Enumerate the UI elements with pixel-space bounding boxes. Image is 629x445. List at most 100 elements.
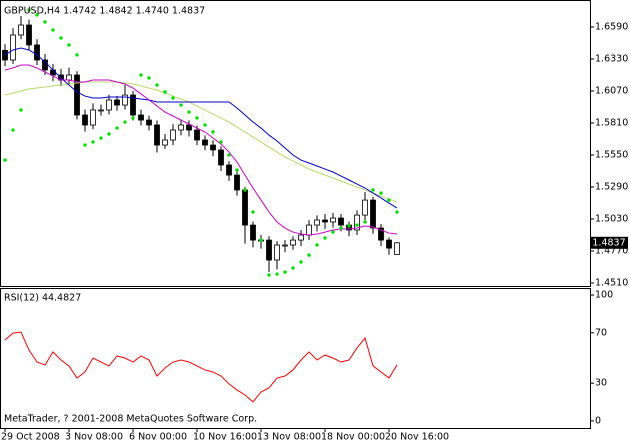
x-tick-label: 13 Nov 08:00 — [257, 432, 321, 443]
candle-body — [330, 217, 336, 223]
candle-body — [314, 219, 320, 226]
y-tick-label: 1.6070 — [595, 86, 628, 97]
y-tick-label: 70 — [595, 327, 607, 338]
sar-dot — [83, 143, 87, 147]
y-tick-label: 1.6590 — [595, 21, 628, 32]
candle-body — [386, 239, 392, 249]
sar-dot — [195, 116, 199, 120]
candle-body — [26, 24, 32, 46]
candle-body — [2, 49, 8, 61]
sar-dot — [259, 238, 263, 242]
candle-body — [210, 144, 216, 151]
candle-body — [370, 199, 376, 229]
indicator-line — [4, 47, 398, 209]
sar-dot — [203, 123, 207, 127]
sar-dot — [171, 96, 175, 100]
sar-dot — [163, 90, 167, 94]
rsi-panel-frame — [0, 288, 591, 429]
sar-dot — [147, 76, 151, 80]
sar-dot — [395, 210, 399, 214]
sar-dot — [75, 53, 79, 57]
candle-body — [378, 227, 384, 241]
y-tick-label: 1.4770 — [595, 246, 628, 257]
candle-body — [138, 114, 144, 121]
sar-dot — [51, 28, 55, 32]
sar-dot — [315, 243, 319, 247]
candle-body — [338, 217, 344, 226]
indicator-line — [4, 81, 398, 203]
sar-dot — [387, 198, 391, 202]
candle-body — [74, 74, 80, 116]
x-tick-label: 18 Nov 00:00 — [321, 432, 385, 443]
sar-dot — [275, 272, 279, 276]
candle-body — [298, 234, 304, 241]
candle-body — [18, 24, 24, 36]
sar-dot — [267, 273, 271, 277]
candle-body — [282, 244, 288, 247]
panel-title: RSI(12) 44.4827 — [4, 293, 81, 304]
candle-body — [106, 99, 112, 111]
main-panel-frame — [0, 0, 591, 287]
panel-title: GBPUSD,H4 1.4742 1.4842 1.4740 1.4837 — [4, 6, 205, 17]
y-tick-label: 1.4510 — [595, 278, 628, 289]
y-tick-label: 100 — [595, 290, 613, 301]
candle-body — [354, 214, 360, 231]
sar-dot — [211, 130, 215, 134]
y-tick-label: 30 — [595, 378, 607, 389]
sar-dot — [331, 230, 335, 234]
x-tick-label: 10 Nov 16:00 — [193, 432, 257, 443]
sar-dot — [91, 140, 95, 144]
y-tick-label: 1.5810 — [595, 118, 628, 129]
candle-body — [266, 239, 272, 261]
sar-dot — [123, 120, 127, 124]
candle-body — [162, 139, 168, 146]
candle-body — [194, 129, 200, 141]
sar-dot — [235, 168, 239, 172]
candle-body — [178, 124, 184, 131]
sar-dot — [67, 43, 71, 47]
sar-dot — [323, 236, 327, 240]
candle-body — [242, 189, 248, 226]
rsi-line — [4, 331, 398, 403]
sar-dot — [131, 116, 135, 120]
sar-dot — [19, 108, 23, 112]
x-tick-label: 20 Nov 16:00 — [385, 432, 449, 443]
candle-body — [226, 164, 232, 176]
sar-dot — [371, 188, 375, 192]
candle-body — [82, 114, 88, 126]
sar-dot — [115, 126, 119, 130]
candle-body — [10, 34, 16, 61]
sar-dot — [283, 270, 287, 274]
sar-dot — [307, 253, 311, 257]
sar-dot — [107, 132, 111, 136]
sar-dot — [379, 191, 383, 195]
candle-body — [362, 199, 368, 216]
indicator-line — [4, 64, 398, 236]
x-tick-label: 6 Nov 00:00 — [129, 432, 187, 443]
candle-body — [98, 109, 104, 112]
sar-dot — [27, 8, 31, 12]
candle-body — [114, 99, 120, 106]
sar-dot — [11, 128, 15, 132]
sar-dot — [251, 210, 255, 214]
x-tick-label: 29 Oct 2008 — [1, 432, 60, 443]
y-tick-label: 1.6330 — [595, 53, 628, 64]
y-tick-label: 0 — [595, 415, 601, 426]
candle-body — [146, 119, 152, 126]
candle-body — [90, 109, 96, 126]
candle-body — [322, 219, 328, 223]
sar-dot — [299, 260, 303, 264]
sar-dot — [219, 140, 223, 144]
x-tick-label: 3 Nov 08:00 — [65, 432, 123, 443]
candle-body — [34, 44, 40, 61]
candle-body — [234, 174, 240, 191]
candle-body — [130, 94, 136, 116]
candle-body — [170, 129, 176, 141]
sar-dot — [355, 223, 359, 227]
candle-body — [186, 124, 192, 131]
y-tick-label: 1.5550 — [595, 150, 628, 161]
y-tick-label: 1.5030 — [595, 214, 628, 225]
candle-body — [274, 244, 280, 261]
sar-dot — [35, 13, 39, 17]
